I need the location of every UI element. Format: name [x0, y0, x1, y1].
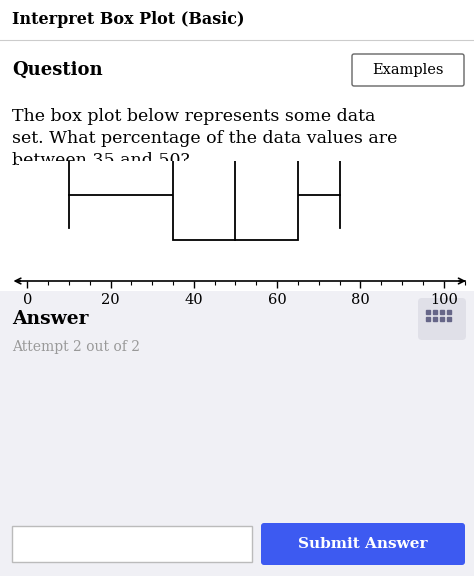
FancyBboxPatch shape	[12, 526, 252, 562]
FancyBboxPatch shape	[261, 523, 465, 565]
Text: The box plot below represents some data: The box plot below represents some data	[12, 108, 375, 125]
Text: Submit Answer: Submit Answer	[298, 537, 428, 551]
FancyBboxPatch shape	[0, 291, 474, 576]
Text: Interpret Box Plot (Basic): Interpret Box Plot (Basic)	[12, 12, 245, 28]
Text: Examples: Examples	[372, 63, 444, 77]
Text: Answer: Answer	[12, 310, 89, 328]
Text: Attempt 2 out of 2: Attempt 2 out of 2	[12, 340, 140, 354]
Text: between 35 and 50?: between 35 and 50?	[12, 152, 190, 169]
FancyBboxPatch shape	[352, 54, 464, 86]
Text: Question: Question	[12, 61, 103, 79]
Bar	[173, 149, 298, 240]
FancyBboxPatch shape	[418, 298, 466, 340]
Text: set. What percentage of the data values are: set. What percentage of the data values …	[12, 130, 397, 147]
